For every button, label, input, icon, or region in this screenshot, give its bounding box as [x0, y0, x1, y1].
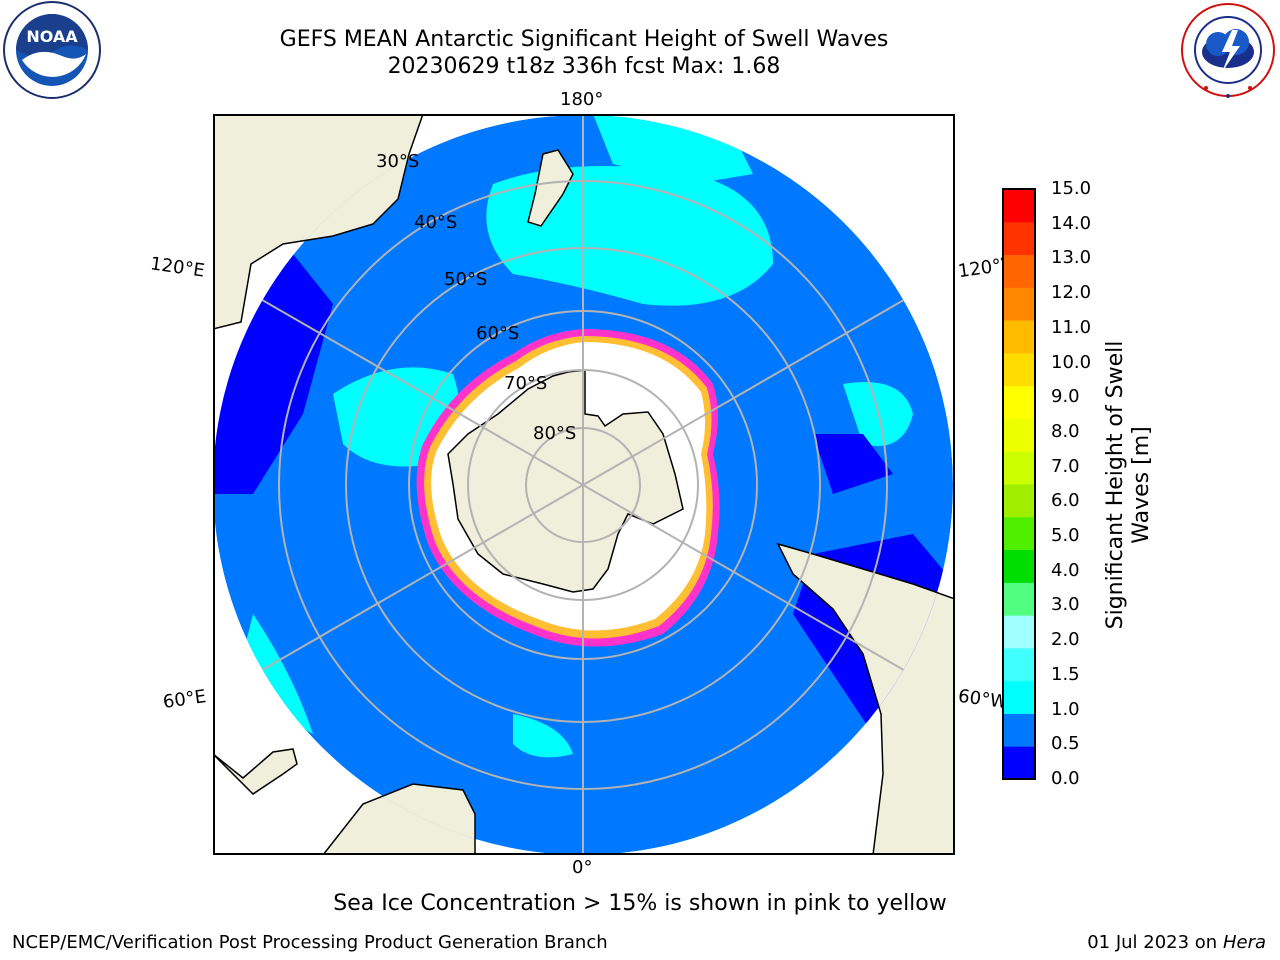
colorbar-bin	[1003, 680, 1035, 714]
lon-label-180: 180°	[560, 89, 604, 110]
colorbar-tick-label: 6.0	[1051, 490, 1080, 512]
lon-label-60e: 60°E	[161, 686, 208, 713]
colorbar-bin	[1003, 451, 1035, 485]
colorbar-bin	[1003, 254, 1035, 288]
colorbar-tick-label: 1.5	[1051, 663, 1080, 685]
colorbar-tick-label: 3.0	[1051, 594, 1080, 616]
colorbar-tick-label: 4.0	[1051, 559, 1080, 581]
nws-logo	[1181, 3, 1275, 98]
colorbar-bin	[1003, 352, 1035, 387]
page-title: GEFS MEAN Antarctic Significant Height o…	[279, 27, 889, 52]
colorbar-bin	[1003, 320, 1035, 354]
colorbar	[1002, 188, 1036, 780]
colorbar-tick-label: 11.0	[1051, 316, 1092, 338]
page-subtitle: 20230629 t18z 336h fcst Max: 1.68	[387, 54, 781, 79]
colorbar-tick-label: 13.0	[1051, 247, 1092, 269]
colorbar-tick-label: 9.0	[1051, 386, 1080, 408]
colorbar-tick-label: 14.0	[1051, 212, 1092, 234]
colorbar-tick-label: 8.0	[1051, 420, 1080, 442]
colorbar-bin	[1003, 418, 1035, 452]
colorbar-bin	[1003, 516, 1035, 551]
colorbar-tick-label: 5.0	[1051, 525, 1080, 547]
colorbar-bin	[1003, 287, 1035, 321]
colorbar-tick-label: 15.0	[1051, 178, 1092, 199]
colorbar-bin	[1003, 647, 1035, 682]
noaa-logo-name: NOAA	[26, 27, 78, 46]
colorbar-tick-label: 2.0	[1051, 629, 1080, 651]
africa-land	[213, 748, 298, 795]
lat-label-40s: 40°S	[414, 212, 458, 233]
colorbar-bin	[1003, 746, 1035, 780]
colorbar-tick-label: 0.0	[1051, 768, 1080, 789]
colorbar-tick-label: 0.5	[1051, 733, 1080, 755]
colorbar-tick-label: 10.0	[1051, 351, 1092, 373]
colorbar-tick-label: 12.0	[1051, 282, 1092, 304]
colorbar-bin	[1003, 221, 1035, 256]
polar-map	[213, 114, 955, 855]
lat-label-70s: 70°S	[504, 373, 548, 394]
colorbar-bin	[1003, 484, 1035, 518]
colorbar-bin	[1003, 582, 1035, 616]
footer-date-text: 01 Jul 2023 on	[1087, 932, 1218, 953]
colorbar-tick-label: 7.0	[1051, 455, 1080, 477]
sea-ice-note: Sea Ice Concentration > 15% is shown in …	[333, 891, 947, 916]
footer-date: 01 Jul 2023 on Hera	[1087, 932, 1266, 953]
footer-host: Hera	[1222, 932, 1266, 953]
colorbar-bin	[1003, 549, 1035, 583]
lat-label-50s: 50°S	[444, 269, 488, 290]
colorbar-title: Significant Height of Swell Waves [m]	[1103, 340, 1154, 630]
colorbar-bin	[1003, 615, 1035, 649]
colorbar-bin	[1003, 713, 1035, 747]
footer-branch: NCEP/EMC/Verification Post Processing Pr…	[12, 932, 608, 953]
lat-label-30s: 30°S	[376, 151, 420, 172]
lon-label-120e: 120°E	[148, 253, 206, 282]
antarctica-land	[447, 369, 684, 593]
lon-label-0: 0°	[572, 857, 593, 878]
lat-label-80s: 80°S	[533, 423, 577, 444]
colorbar-bin	[1003, 189, 1035, 223]
new-zealand-land	[527, 149, 574, 227]
colorbar-tick-label: 1.0	[1051, 698, 1080, 720]
noaa-logo: NOAA	[3, 1, 101, 99]
colorbar-bin	[1003, 385, 1035, 419]
lat-label-60s: 60°S	[476, 323, 520, 344]
